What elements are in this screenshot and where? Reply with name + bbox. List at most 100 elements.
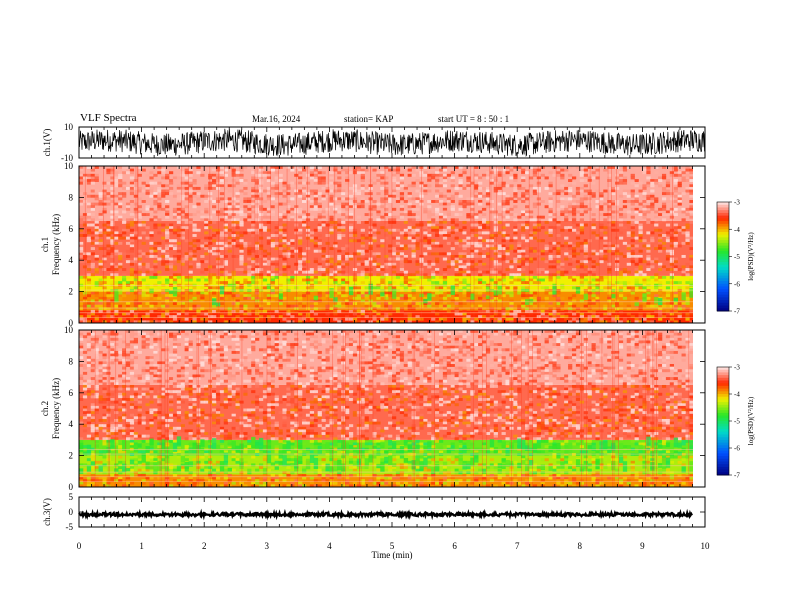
spectral-cell: [341, 302, 346, 305]
spectral-cell: [431, 262, 436, 266]
spectral-cell: [517, 223, 522, 227]
spectral-cell: [564, 236, 569, 240]
spectral-cell: [325, 330, 330, 333]
spectral-cell: [571, 299, 577, 303]
spectral-cell: [415, 189, 420, 193]
spectral-cell: [481, 265, 487, 269]
spectral-cell: [219, 215, 225, 219]
spectral-cell: [556, 254, 561, 258]
spectral-cell: [485, 189, 491, 193]
spectral-cell: [133, 332, 138, 336]
spectral-cell: [266, 294, 272, 298]
spectral-cell: [309, 270, 315, 274]
spectral-cell: [376, 312, 381, 316]
spectral-cell: [493, 171, 498, 175]
spectral-cell: [634, 207, 639, 211]
spectral-cell: [247, 281, 252, 285]
spectral-cell: [509, 265, 514, 269]
spectral-cell: [352, 171, 358, 175]
spectral-cell: [329, 257, 334, 261]
spectral-cell: [356, 252, 361, 256]
spectral-cell: [384, 200, 389, 203]
spectral-cell: [642, 210, 647, 214]
spectral-cell: [341, 228, 346, 232]
spectral-cell: [345, 317, 350, 321]
spectral-cell: [634, 335, 639, 339]
spectral-cell: [333, 244, 338, 248]
spectral-cell: [673, 205, 678, 209]
spectral-cell: [118, 202, 123, 206]
spectral-cell: [235, 192, 240, 196]
spectral-cell: [337, 320, 342, 324]
spectral-cell: [571, 252, 577, 256]
spectral-cell: [497, 307, 502, 311]
spectral-cell: [583, 281, 588, 285]
spectral-cell: [536, 296, 541, 300]
spectral-cell: [564, 309, 569, 313]
spectral-cell: [548, 218, 553, 222]
spectral-cell: [86, 252, 92, 256]
spectral-cell: [329, 337, 334, 341]
spectral-cell: [239, 337, 244, 341]
spectral-cell: [669, 189, 674, 193]
spectral-cell: [552, 332, 557, 336]
spectral-cell: [505, 244, 510, 248]
spectral-cell: [399, 257, 405, 261]
spectral-cell: [501, 315, 506, 319]
spectral-cell: [548, 275, 553, 279]
spectral-cell: [435, 215, 440, 219]
spectral-cell: [125, 304, 131, 308]
spectral-cell: [231, 179, 236, 182]
spectral-cell: [540, 268, 545, 271]
spectral-cell: [90, 179, 95, 182]
spectral-cell: [470, 268, 475, 271]
spectral-cell: [607, 262, 612, 266]
spectral-cell: [231, 273, 236, 277]
spectral-cell: [86, 268, 92, 271]
spectral-cell: [638, 304, 643, 308]
spectral-cell: [395, 296, 401, 300]
spectral-cell: [392, 192, 397, 196]
spectral-cell: [141, 181, 146, 185]
spectral-cell: [333, 278, 338, 282]
spectral-cell: [638, 239, 643, 243]
spectral-cell: [348, 171, 354, 175]
spectral-cell: [489, 234, 495, 237]
date-label: Mar.16, 2024: [252, 114, 301, 124]
spectral-cell: [313, 302, 318, 305]
spectral-cell: [180, 215, 185, 219]
spectral-cell: [114, 176, 119, 180]
spectral-cell: [407, 213, 412, 217]
spectral-cell: [505, 307, 510, 311]
spectral-cell: [575, 330, 581, 333]
spectral-cell: [689, 257, 694, 261]
spectral-cell: [485, 265, 491, 269]
spectral-cell: [298, 254, 303, 258]
spectral-cell: [110, 171, 115, 175]
spectrogram-ch1: [79, 166, 706, 324]
spectral-cell: [395, 288, 401, 292]
spectral-cell: [661, 234, 667, 237]
spectral-cell: [454, 265, 459, 269]
spectral-cell: [485, 239, 491, 243]
spectral-cell: [622, 273, 628, 277]
spectral-cell: [176, 249, 182, 253]
spectral-cell: [626, 270, 631, 274]
spectral-cell: [118, 317, 123, 321]
spectral-cell: [129, 236, 135, 240]
spectral-cell: [521, 252, 526, 256]
spectral-cell: [407, 218, 412, 222]
spectral-cell: [673, 239, 678, 243]
spectral-cell: [380, 239, 385, 243]
spectral-cell: [654, 181, 659, 185]
spectral-cell: [481, 299, 487, 303]
spectral-cell: [270, 335, 275, 339]
spectral-cell: [677, 194, 682, 198]
spectral-cell: [622, 215, 628, 219]
spectral-cell: [106, 244, 111, 248]
spectral-cell: [125, 281, 131, 285]
spectral-cell: [153, 205, 158, 209]
spectral-cell: [149, 241, 154, 245]
spectral-cell: [470, 205, 475, 209]
spectral-cell: [129, 220, 135, 224]
